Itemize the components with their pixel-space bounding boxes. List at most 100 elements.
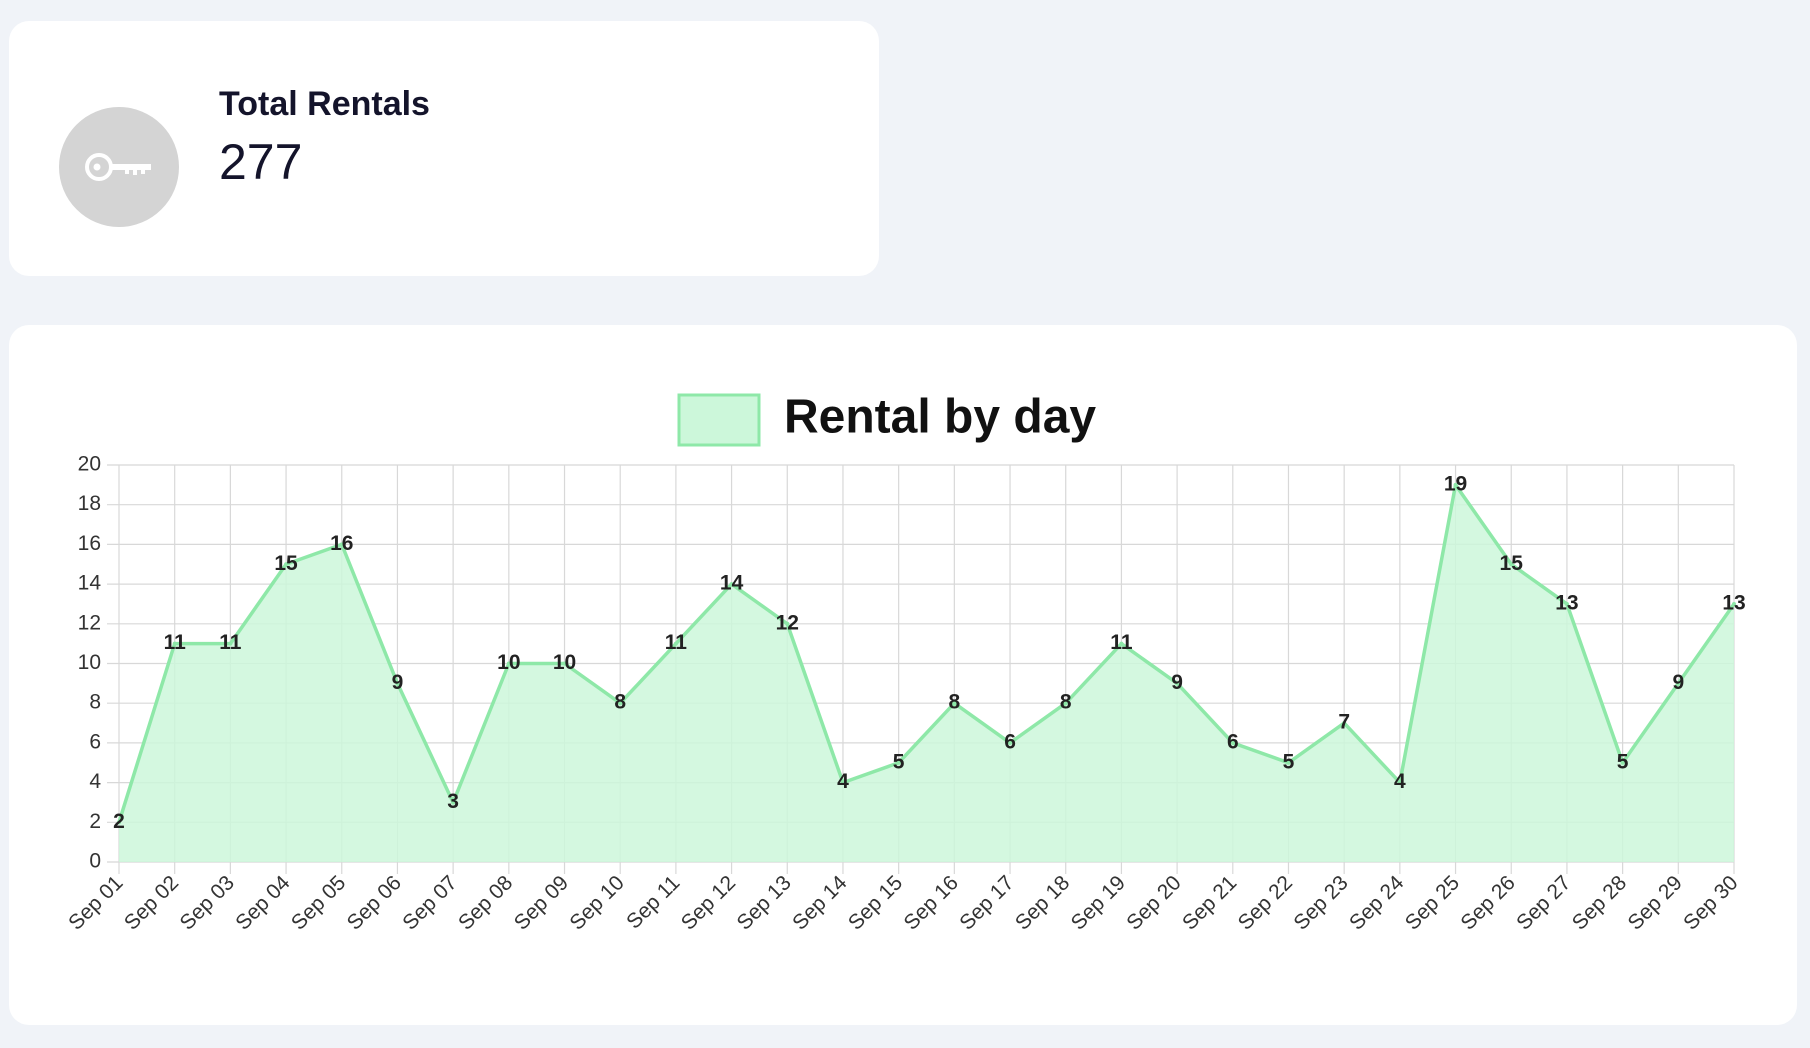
- data-label: 2: [113, 810, 125, 833]
- data-label: 9: [392, 671, 404, 694]
- data-point[interactable]: [1453, 482, 1458, 487]
- data-point[interactable]: [339, 542, 344, 547]
- y-tick-label: 18: [78, 492, 101, 515]
- data-point[interactable]: [451, 800, 456, 805]
- data-label: 5: [893, 750, 905, 773]
- total-rentals-card: Total Rentals 277: [9, 21, 879, 276]
- data-point[interactable]: [729, 582, 734, 587]
- chart-area: [117, 482, 1736, 862]
- data-point[interactable]: [1620, 760, 1625, 765]
- data-point[interactable]: [673, 641, 678, 646]
- data-label: 8: [1060, 691, 1072, 714]
- x-tick-label: Sep 22: [1234, 871, 1297, 934]
- y-tick-label: 12: [78, 611, 101, 634]
- data-point[interactable]: [1509, 562, 1514, 567]
- series-line: [117, 483, 1736, 823]
- x-tick-label: Sep 07: [398, 871, 461, 934]
- data-point[interactable]: [1397, 780, 1402, 785]
- data-label: 12: [776, 611, 799, 634]
- data-point[interactable]: [228, 641, 233, 646]
- data-point[interactable]: [1732, 601, 1736, 606]
- data-label: 8: [614, 691, 626, 714]
- data-label: 6: [1227, 730, 1239, 753]
- data-label: 6: [1004, 730, 1016, 753]
- x-tick-label: Sep 13: [732, 871, 795, 934]
- y-tick-label: 0: [89, 850, 101, 873]
- x-tick-label: Sep 23: [1289, 871, 1352, 934]
- x-tick-label: Sep 03: [176, 871, 239, 934]
- data-point[interactable]: [1564, 601, 1569, 606]
- area-fill: [119, 484, 1734, 862]
- data-point[interactable]: [1286, 760, 1291, 765]
- data-labels: 2 11 11 15 16 9 3 10 10 8 11 14 12 4 5 8 6 8 11 9 6 5 7 4 19 15 13…: [113, 472, 1746, 832]
- stat-label: Total Rentals: [219, 85, 430, 123]
- data-label: 10: [553, 651, 576, 674]
- data-label: 11: [219, 631, 242, 654]
- x-tick-label: Sep 11: [622, 871, 684, 933]
- x-tick-label: Sep 08: [454, 871, 517, 934]
- data-point[interactable]: [172, 641, 177, 646]
- data-label: 9: [1171, 671, 1183, 694]
- y-tick-label: 8: [89, 691, 101, 714]
- x-tick-label: Sep 09: [510, 871, 573, 934]
- data-point[interactable]: [284, 562, 289, 567]
- data-label: 15: [1500, 552, 1524, 575]
- x-tick-label: Sep 01: [64, 871, 127, 934]
- x-tick-label: Sep 30: [1679, 871, 1742, 934]
- x-tick-label: Sep 06: [343, 871, 406, 934]
- y-tick-label: 20: [78, 453, 101, 476]
- data-point[interactable]: [395, 681, 400, 686]
- x-tick-label: Sep 05: [287, 871, 350, 934]
- data-point[interactable]: [618, 701, 623, 706]
- x-tick-label: Sep 04: [231, 871, 295, 935]
- data-point[interactable]: [562, 661, 567, 666]
- data-point[interactable]: [840, 780, 845, 785]
- data-label: 5: [1617, 750, 1629, 773]
- stat-value: 277: [219, 134, 303, 190]
- data-point[interactable]: [952, 701, 957, 706]
- x-tick-label: Sep 16: [900, 871, 963, 934]
- y-tick-label: 6: [89, 730, 101, 753]
- x-tick-label: Sep 25: [1401, 871, 1464, 934]
- rental-chart-card: Rental by day 0 2 4 6 8 10 12 14 16 18 20 Sep 01 Se…: [9, 325, 1797, 1025]
- data-label: 9: [1672, 671, 1684, 694]
- data-label: 11: [164, 631, 187, 654]
- data-point[interactable]: [1676, 681, 1681, 686]
- y-tick-label: 14: [78, 572, 102, 595]
- x-tick-label: Sep 02: [120, 871, 183, 934]
- data-label: 16: [330, 532, 353, 555]
- x-tick-label: Sep 17: [955, 871, 1018, 934]
- data-label: 15: [274, 552, 298, 575]
- x-tick-label: Sep 14: [788, 871, 852, 935]
- x-tick-label: Sep 29: [1624, 871, 1687, 934]
- data-point[interactable]: [896, 760, 901, 765]
- x-tick-label: Sep 24: [1345, 871, 1409, 935]
- data-point[interactable]: [506, 661, 511, 666]
- x-tick-label: Sep 26: [1456, 871, 1519, 934]
- x-tick-label: Sep 28: [1568, 871, 1631, 934]
- legend-swatch: [677, 393, 761, 447]
- data-point[interactable]: [1119, 641, 1124, 646]
- x-tick-label: Sep 21: [1178, 871, 1241, 934]
- data-label: 4: [1394, 770, 1406, 793]
- data-label: 19: [1444, 472, 1467, 495]
- legend-label: Rental by day: [784, 391, 1096, 444]
- y-tick-label: 16: [78, 532, 101, 555]
- x-tick-label: Sep 12: [677, 871, 740, 934]
- data-point[interactable]: [1342, 721, 1347, 726]
- data-label: 13: [1555, 591, 1578, 614]
- data-point[interactable]: [1175, 681, 1180, 686]
- data-label: 11: [1110, 631, 1133, 654]
- x-tick-label: Sep 19: [1067, 871, 1130, 934]
- data-point[interactable]: [1008, 740, 1013, 745]
- data-point[interactable]: [117, 820, 121, 825]
- data-label: 8: [949, 691, 961, 714]
- data-point[interactable]: [785, 621, 790, 626]
- y-tick-label: 2: [89, 810, 101, 833]
- data-point[interactable]: [1063, 701, 1068, 706]
- data-label: 11: [665, 631, 688, 654]
- chart-legend[interactable]: Rental by day: [677, 391, 1096, 447]
- data-point[interactable]: [1230, 740, 1235, 745]
